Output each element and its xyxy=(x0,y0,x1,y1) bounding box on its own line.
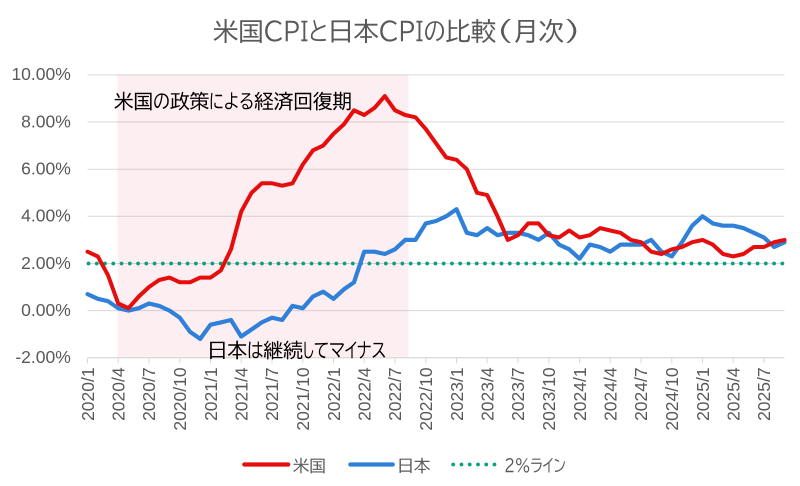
svg-text:2023/7: 2023/7 xyxy=(508,367,528,421)
svg-text:2021/7: 2021/7 xyxy=(262,367,282,421)
svg-text:2025/1: 2025/1 xyxy=(693,367,713,421)
svg-text:2021/10: 2021/10 xyxy=(293,367,313,431)
svg-text:2024/10: 2024/10 xyxy=(662,367,682,431)
svg-text:2021/4: 2021/4 xyxy=(232,367,252,421)
svg-text:2020/10: 2020/10 xyxy=(170,367,190,431)
svg-text:2021/1: 2021/1 xyxy=(201,367,221,421)
svg-text:2020/1: 2020/1 xyxy=(78,367,98,421)
svg-text:2024/7: 2024/7 xyxy=(631,367,651,421)
svg-text:2022/7: 2022/7 xyxy=(385,367,405,421)
svg-text:2025/7: 2025/7 xyxy=(754,367,774,421)
svg-text:8.00%: 8.00% xyxy=(21,111,71,131)
svg-text:2024/1: 2024/1 xyxy=(570,367,590,421)
svg-text:2022/1: 2022/1 xyxy=(324,367,344,421)
svg-text:2023/1: 2023/1 xyxy=(447,367,467,421)
svg-text:-2.00%: -2.00% xyxy=(15,347,70,367)
svg-text:6.00%: 6.00% xyxy=(21,159,71,179)
svg-text:2025/4: 2025/4 xyxy=(724,367,744,421)
svg-text:2020/4: 2020/4 xyxy=(109,367,129,421)
svg-text:2022/10: 2022/10 xyxy=(416,367,436,431)
svg-text:2020/7: 2020/7 xyxy=(139,367,159,421)
svg-text:0.00%: 0.00% xyxy=(21,300,71,320)
svg-text:2022/4: 2022/4 xyxy=(355,367,375,421)
svg-text:2024/4: 2024/4 xyxy=(601,367,621,421)
svg-text:2.00%: 2.00% xyxy=(21,253,71,273)
svg-text:2023/4: 2023/4 xyxy=(478,367,498,421)
svg-text:10.00%: 10.00% xyxy=(11,64,70,84)
svg-text:2023/10: 2023/10 xyxy=(539,367,559,431)
svg-text:4.00%: 4.00% xyxy=(21,206,71,226)
